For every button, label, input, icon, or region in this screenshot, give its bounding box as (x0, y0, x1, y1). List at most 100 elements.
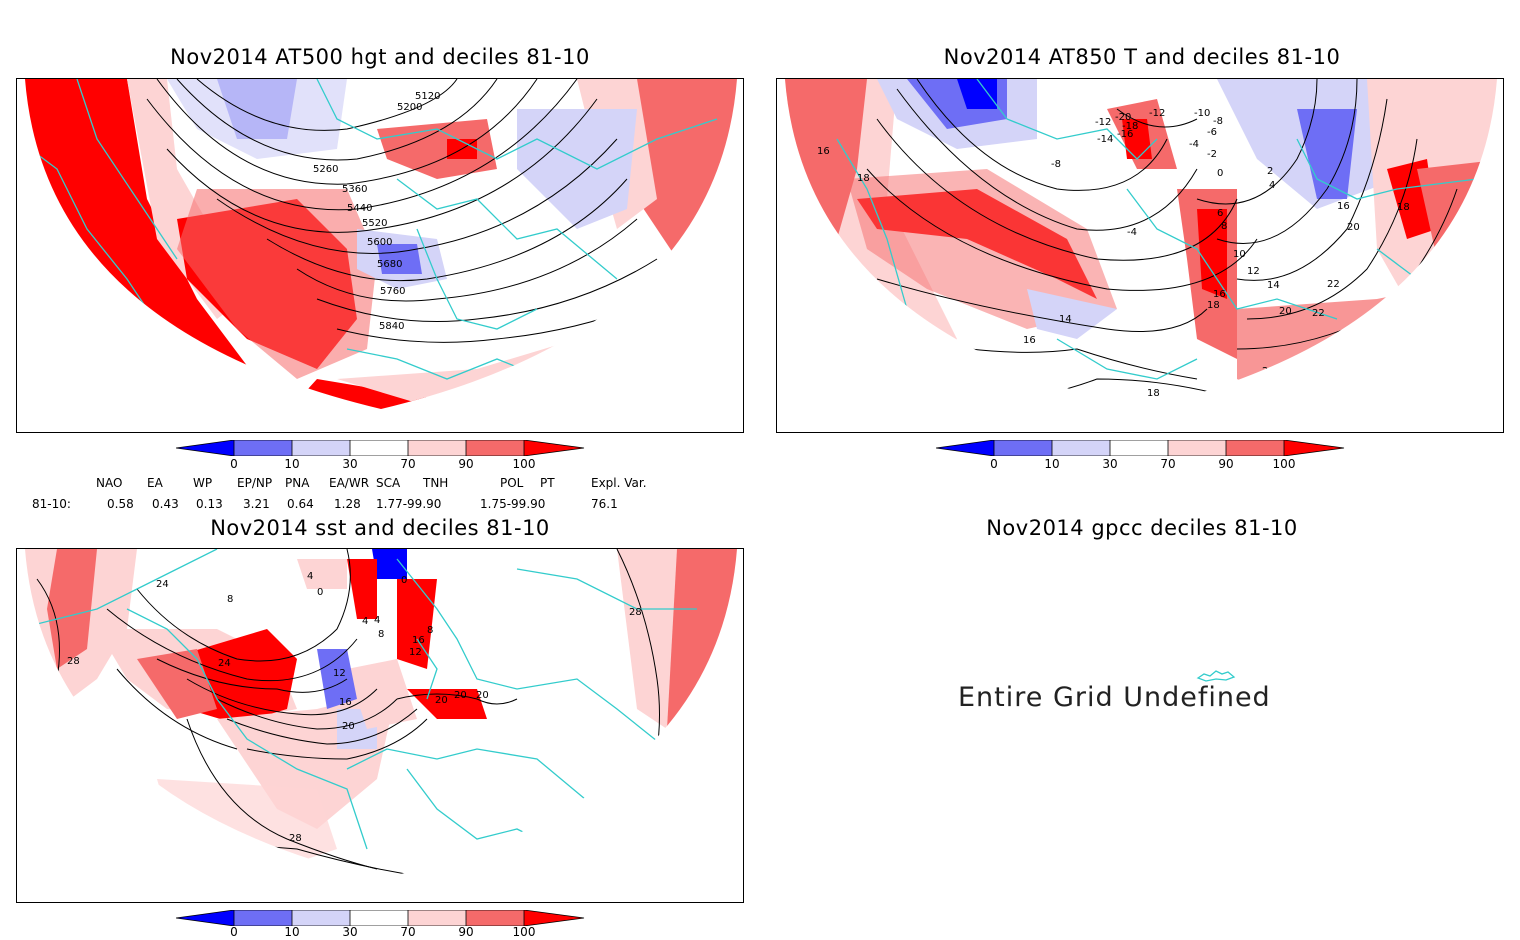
t850-contour-label: 16 (1017, 379, 1030, 390)
hgt-contour-label: 5120 (415, 91, 440, 102)
t850-contour-label: -20 (1115, 112, 1131, 123)
colorbar-tick-label: 0 (230, 925, 238, 939)
hgt-contour-label: 5520 (362, 218, 387, 229)
colorbar-swatch (234, 440, 292, 456)
index-header: Expl. Var. (591, 476, 647, 490)
colorbar-swatch (466, 440, 524, 456)
t850-contour-label: 8 (1221, 221, 1227, 232)
sst-contour-label: 4 (374, 615, 380, 626)
t850-contour-label: 14 (1267, 280, 1280, 291)
colorbar-tick-label: 90 (458, 457, 474, 471)
sst-colorbar-scale (175, 909, 585, 927)
colorbar-swatch (350, 910, 408, 926)
t850-contour-label: 12 (1247, 266, 1260, 277)
t850-contour-label: 0 (1217, 168, 1223, 179)
t850-contour-label: 18 (937, 371, 950, 382)
hgt-contour-label: 5600 (367, 237, 392, 248)
sst-contour-label: 8 (227, 594, 233, 605)
sst-contour-label: 8 (378, 629, 384, 640)
index-header: SCA (376, 476, 401, 490)
colorbar-tick-label: 0 (230, 457, 238, 471)
colorbar-tick-label: 70 (1160, 457, 1176, 471)
colorbar-tick-label: 10 (284, 925, 300, 939)
colorbar-tick-label: 90 (1218, 457, 1234, 471)
sst-contour-label: 24 (218, 658, 231, 669)
sst-contour-label: 24 (156, 579, 169, 590)
t850-contour-label: -4 (1127, 227, 1137, 238)
hgt-contour-label: 5760 (380, 286, 405, 297)
sst-contour-label: 20 (476, 690, 489, 701)
colorbar-swatch (408, 440, 466, 456)
hgt-panel-title: Nov2014 AT500 hgt and deciles 81-10 (170, 45, 590, 69)
sst-colorbar: 0 10 30 70 90 100 (175, 909, 586, 940)
colorbar-swatch (408, 910, 466, 926)
t850-contour-label: 20 (1262, 366, 1275, 377)
sst-panel-title: Nov2014 sst and deciles 81-10 (210, 516, 550, 540)
t850-contour-label: 16 (817, 146, 830, 157)
sst-contour-label: 0 (401, 575, 407, 586)
colorbar-swatch (524, 910, 584, 926)
t850-contour-label: -12 (1095, 117, 1111, 128)
sst-contour-label: 16 (412, 635, 425, 646)
sst-contour-label: 28 (67, 656, 80, 667)
index-header: EA/WR (329, 476, 370, 490)
index-header: EP/NP (237, 476, 273, 490)
sst-contour-label: 16 (339, 697, 352, 708)
colorbar-swatch (292, 440, 350, 456)
t850-contour-label: -14 (1097, 134, 1113, 145)
colorbar-swatch (936, 440, 994, 456)
t850-contour-label: -10 (1194, 108, 1210, 119)
hgt-contour-label: 5440 (347, 203, 372, 214)
t850-contour-label: -4 (1189, 139, 1199, 150)
colorbar-tick-label: 100 (1272, 457, 1296, 471)
colorbar-swatch (292, 910, 350, 926)
t850-colorbar-scale (935, 439, 1345, 457)
index-value: 0.58 (107, 497, 134, 511)
sst-contour-label: 12 (333, 668, 346, 679)
t850-contour-label: 16 (1337, 201, 1350, 212)
sst-contour-label: 8 (427, 625, 433, 636)
t850-map: -20 -12 -10 -8 -6 -4 -2 0 2 4 -14 -16 -1… (785, 79, 1497, 409)
sst-map: 24 28 8 4 0 4 4 8 12 16 20 24 28 28 28 1… (25, 549, 737, 888)
sst-contour-label: 0 (317, 587, 323, 598)
t850-colorbar: 0 10 30 70 90 100 (935, 439, 1346, 472)
colorbar-tick-label: 10 (284, 457, 300, 471)
index-header: WP (193, 476, 213, 490)
index-value: 76.1 (591, 497, 618, 511)
index-value: 0.64 (287, 497, 314, 511)
colorbar-swatch (234, 910, 292, 926)
colorbar-tick-label: 90 (458, 925, 474, 939)
sst-contour-label: 28 (447, 877, 460, 888)
t850-contour-label: -6 (1207, 127, 1217, 138)
colorbar-swatch (1226, 440, 1284, 456)
t850-contour-label: 18 (1397, 202, 1410, 213)
colorbar-tick-label: 70 (400, 925, 416, 939)
index-header: EA (147, 476, 163, 490)
t850-contour-label: -8 (1051, 159, 1061, 170)
t850-contour-label: 16 (1023, 335, 1036, 346)
hgt-map: 5120 5200 5260 5360 5440 5520 5600 5680 … (25, 79, 737, 409)
t850-contour-label: 22 (1312, 308, 1325, 319)
t850-contour-label: -16 (1117, 129, 1133, 140)
gpcc-panel-title: Nov2014 gpcc deciles 81-10 (986, 516, 1298, 540)
colorbar-tick-label: 70 (400, 457, 416, 471)
index-value: 0.13 (196, 497, 223, 511)
t850-contour-label: 6 (1217, 208, 1223, 219)
colorbar-tick-label: 100 (512, 457, 536, 471)
index-value: 0.43 (152, 497, 179, 511)
colorbar-swatch (994, 440, 1052, 456)
hgt-contour-label: 5680 (377, 259, 402, 270)
colorbar-swatch (1168, 440, 1226, 456)
hgt-colorbar-scale (175, 439, 585, 457)
index-header: TNH (423, 476, 449, 490)
colorbar-tick-label: 0 (990, 457, 998, 471)
hgt-contour-label: 5260 (313, 164, 338, 175)
hgt-contour-label: 5840 (379, 321, 404, 332)
t850-contour-label: 20 (1279, 306, 1292, 317)
t850-contour-label: 18 (857, 173, 870, 184)
sst-contour-label: 28 (629, 607, 642, 618)
index-header: PT (540, 476, 555, 490)
colorbar-swatch (176, 440, 234, 456)
t850-contour-label: 2 (1267, 166, 1273, 177)
t850-contour-label: -8 (1213, 116, 1223, 127)
